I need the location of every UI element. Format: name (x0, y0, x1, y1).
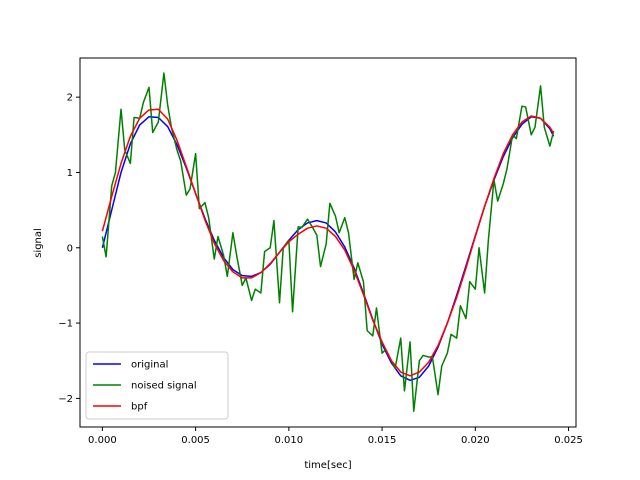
x-tick-label: 0.010 (275, 435, 304, 446)
y-tick-label: −1 (58, 319, 73, 330)
x-axis-label: time[sec] (304, 460, 351, 471)
y-tick-label: 2 (67, 93, 73, 104)
series-line-noised-signal (101, 72, 555, 412)
legend: original noised signal bpf (85, 351, 229, 420)
series-layer (101, 72, 555, 412)
x-axis-ticks: 0.000 0.005 0.010 0.015 0.020 0.025 (88, 427, 583, 446)
y-tick-label: −2 (58, 394, 73, 405)
x-tick-label: 0.005 (181, 435, 210, 446)
legend-label: bpf (131, 402, 148, 413)
y-axis-ticks: −2 −1 0 1 2 (58, 93, 80, 405)
y-tick-label: 1 (67, 168, 73, 179)
x-tick-label: 0.020 (461, 435, 490, 446)
legend-label: noised signal (131, 381, 197, 392)
legend-label: original (131, 360, 168, 371)
x-tick-label: 0.000 (88, 435, 117, 446)
y-axis-label: signal (33, 228, 44, 258)
series-line-bpf (101, 108, 555, 377)
legend-box (85, 351, 229, 420)
x-tick-label: 0.015 (368, 435, 397, 446)
y-tick-label: 0 (67, 243, 73, 254)
plot-frame (79, 57, 577, 428)
x-tick-label: 0.025 (554, 435, 583, 446)
